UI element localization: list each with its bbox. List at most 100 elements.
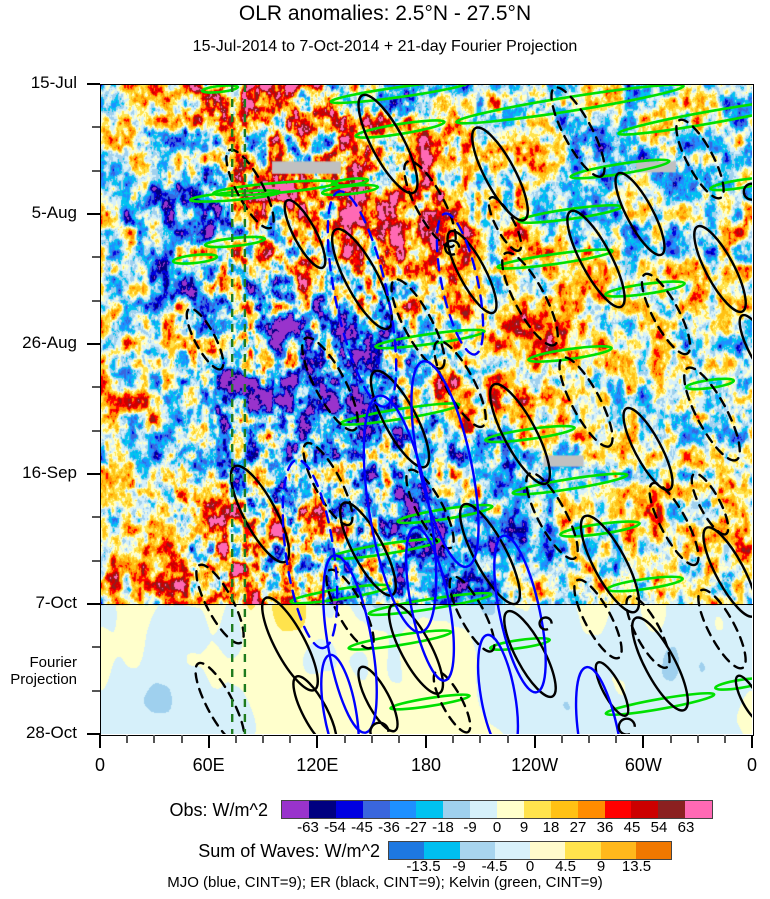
x-tick-minor <box>723 735 726 743</box>
kelvin-wave-contour <box>604 280 686 298</box>
colorbar-tick-label: 36 <box>596 819 614 836</box>
er-wave-contour <box>734 674 752 724</box>
er-wave-contour <box>458 502 522 606</box>
kelvin-wave-contour <box>617 98 752 136</box>
er-wave-contour <box>369 369 431 469</box>
x-tick-minor <box>234 735 237 743</box>
x-tick-major <box>642 735 645 748</box>
er-wave-contour <box>301 336 359 432</box>
mjo-wave-contour <box>404 526 456 682</box>
waves-colorbar-ticks: -13.5 -9 -4.5 0 4.5 9 13.5 <box>388 858 670 876</box>
x-tick-major <box>751 735 753 748</box>
kelvin-wave-contour <box>604 691 716 717</box>
x-axis-label: 0 <box>94 755 106 775</box>
mjo-wave-contour <box>435 212 485 356</box>
y-tick-minor <box>92 256 100 259</box>
colorbar-swatch <box>550 801 578 818</box>
er-wave-contour <box>631 616 689 712</box>
colorbar-swatch <box>631 801 659 818</box>
colorbar-swatch <box>282 801 309 818</box>
fourier-projection-annotation: Fourier Projection <box>10 654 77 688</box>
er-wave-contour-fragment <box>369 721 390 734</box>
colorbar-swatch <box>658 801 686 818</box>
colorbar-tick-label: -18 <box>432 819 454 836</box>
kelvin-wave-contour <box>347 629 453 651</box>
y-tick-minor <box>92 516 100 519</box>
kelvin-wave-contour <box>569 158 671 180</box>
fourier-projection-line: Projection <box>10 670 77 688</box>
x-tick-minor <box>615 735 618 743</box>
mjo-wave-contour <box>326 190 398 408</box>
colorbar-swatch <box>600 842 636 859</box>
kelvin-wave-contour <box>374 328 486 350</box>
er-wave-contour <box>501 251 559 347</box>
y-axis-label: 15-Jul <box>30 73 77 92</box>
er-wave-contour-fragment <box>538 616 553 631</box>
kelvin-wave-contour <box>511 472 629 496</box>
y-tick-major <box>87 733 100 735</box>
kelvin-wave-contour <box>455 84 685 125</box>
kelvin-wave-contour <box>203 235 267 249</box>
er-wave-contour <box>614 171 666 257</box>
colorbar-swatch <box>470 801 497 818</box>
colorbar-swatch <box>362 801 390 818</box>
colorbar-tick-label: 27 <box>569 819 587 836</box>
kelvin-wave-contour <box>559 520 641 538</box>
page-title: OLR anomalies: 2.5°N - 27.5°N <box>238 2 532 25</box>
wave-legend-footnote: MJO (blue, CINT=9); ER (black, CINT=9); … <box>167 874 603 891</box>
y-tick-minor <box>92 299 100 302</box>
mjo-wave-contour <box>410 359 480 569</box>
colorbar-swatch <box>685 801 712 818</box>
er-wave-contour <box>566 209 626 309</box>
er-wave-contour <box>433 339 487 429</box>
colorbar-tick-label: -36 <box>378 819 400 836</box>
er-wave-contour <box>573 578 623 660</box>
colorbar-tick-label: 45 <box>623 819 641 836</box>
kelvin-wave-contour <box>171 253 219 265</box>
er-wave-contour <box>693 224 747 314</box>
x-tick-minor <box>397 735 400 743</box>
kelvin-wave-contour <box>527 345 613 363</box>
kelvin-wave-contour <box>606 575 684 593</box>
x-axis-label: 60E <box>192 755 225 775</box>
mjo-wave-contour <box>476 633 520 734</box>
er-wave-contour <box>405 468 455 550</box>
er-wave-contour <box>403 159 457 249</box>
colorbar-swatch <box>335 801 363 818</box>
colorbar-swatch <box>497 801 524 818</box>
colorbar-swatch <box>389 842 425 859</box>
y-tick-major <box>87 473 100 475</box>
x-tick-minor <box>126 735 129 743</box>
x-tick-minor <box>560 735 563 743</box>
colorbar-swatch <box>308 801 336 818</box>
er-wave-contour <box>550 86 606 178</box>
er-wave-contour <box>225 148 275 230</box>
colorbar-tick-label: -63 <box>297 819 319 836</box>
x-tick-minor <box>506 735 509 743</box>
colorbar-swatch <box>577 801 605 818</box>
y-tick-minor <box>92 386 100 389</box>
colorbar-tick-label: 4.5 <box>555 858 576 875</box>
er-wave-contour <box>648 481 700 567</box>
x-axis-label: 60W <box>624 755 662 775</box>
er-wave-contour <box>738 313 752 385</box>
mjo-wave-contour <box>281 458 339 650</box>
x-tick-minor <box>153 735 156 743</box>
kelvin-wave-contour <box>367 591 493 617</box>
colorbar-swatch <box>565 842 601 859</box>
kelvin-wave-contour <box>488 636 552 652</box>
x-tick-minor <box>289 735 292 743</box>
er-wave-contour <box>579 514 641 614</box>
er-wave-contour <box>302 441 354 527</box>
waves-colorbar-label: Sum of Waves: W/m^2 <box>198 841 380 861</box>
y-tick-major <box>87 603 100 605</box>
obs-colorbar-label: Obs: W/m^2 <box>169 800 268 820</box>
kelvin-wave-contour <box>684 377 736 391</box>
colorbar-tick-label: 13.5 <box>621 858 652 875</box>
colorbar-tick-label: 63 <box>677 819 695 836</box>
x-tick-major <box>99 735 101 748</box>
mjo-wave-contour <box>493 534 547 694</box>
kelvin-wave-contour <box>517 203 623 225</box>
er-wave-contour <box>503 609 557 699</box>
